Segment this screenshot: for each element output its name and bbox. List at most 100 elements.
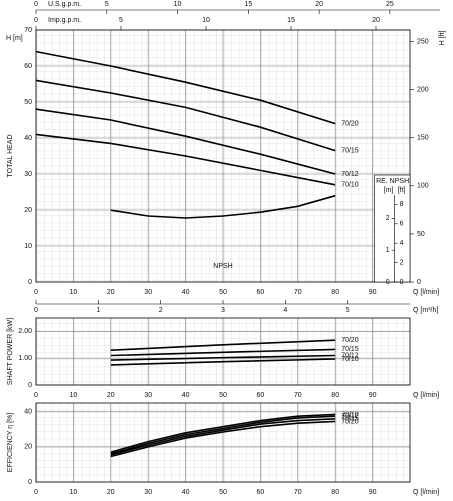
curve	[35, 79, 336, 152]
top-tick-label: 20	[315, 1, 323, 8]
m3h-tick-label: 4	[283, 307, 287, 314]
x-tick-label: 30	[144, 392, 152, 399]
plot-frame	[35, 317, 411, 386]
npsh-box	[374, 174, 411, 283]
npsh-ft-label: 6	[400, 221, 404, 228]
x-tick-label: 30	[144, 289, 152, 296]
x-tick-label: 0	[34, 289, 38, 296]
y2-tick-label: 150	[417, 135, 429, 142]
curve-label: 70/15	[341, 416, 359, 423]
y-axis-label: TOTAL HEAD	[7, 134, 14, 177]
curve-label: 70/15	[341, 346, 359, 353]
x-tick-label: 70	[294, 392, 302, 399]
curve-label: 70/12	[341, 352, 359, 359]
npsh-unit-m: [m]	[384, 187, 394, 194]
top-tick-label: 10	[202, 17, 210, 24]
x-axis-label: Q [l/min]	[413, 392, 439, 399]
y2-tick-label: 250	[417, 38, 429, 45]
curve-label: 70/10	[341, 356, 359, 363]
x-tick-label: 60	[257, 392, 265, 399]
npsh-m-label: 1	[386, 247, 390, 254]
curve-label: 70/20	[341, 337, 359, 344]
x-tick-label: 50	[219, 392, 227, 399]
y-axis-label: SHAFT POWER [kW]	[7, 318, 14, 385]
curve-label: 70/15	[341, 147, 359, 154]
x-tick-label: 60	[257, 489, 265, 496]
x-tick-label: 30	[144, 489, 152, 496]
y2-tick-label: 50	[417, 231, 425, 238]
x-tick-label: 40	[182, 392, 190, 399]
x-tick-label: 90	[369, 489, 377, 496]
y-unit: H [m]	[6, 35, 23, 42]
y-tick-label: 20	[24, 207, 32, 214]
x-tick-label: 20	[107, 392, 115, 399]
top-tick-label: 10	[174, 1, 182, 8]
y-tick-label: 50	[24, 99, 32, 106]
x-tick-label: 80	[331, 289, 339, 296]
curve-label: 70/20	[341, 120, 359, 127]
x-tick-label: 90	[369, 289, 377, 296]
m3h-tick-label: 1	[96, 307, 100, 314]
curve	[110, 354, 336, 361]
npsh-unit-ft: [ft]	[398, 187, 406, 194]
y2-tick-label: 100	[417, 183, 429, 190]
m3h-tick-label: 5	[346, 307, 350, 314]
y-tick-label: 20	[24, 444, 32, 451]
top-tick-label: 20	[372, 17, 380, 24]
y2-tick-label: 200	[417, 86, 429, 93]
x-tick-label: 70	[294, 489, 302, 496]
plot-frame	[35, 29, 411, 283]
y-tick-label: 0	[28, 382, 32, 389]
npsh-curve	[110, 194, 336, 219]
curve	[110, 418, 336, 456]
x-tick-label: 40	[182, 289, 190, 296]
top-axis-label: Imp.g.p.m.	[48, 17, 81, 24]
curve-label: 70/20	[341, 418, 359, 425]
x-tick-label: 0	[34, 392, 38, 399]
npsh-m-label: 2	[386, 215, 390, 222]
m3h-tick-label: 2	[159, 307, 163, 314]
x-tick-label: 60	[257, 289, 265, 296]
x-tick-label: 0	[34, 489, 38, 496]
y-tick-label: 40	[24, 409, 32, 416]
plot-frame	[35, 402, 411, 483]
curve	[110, 413, 336, 453]
npsh-label: NPSH	[213, 263, 232, 270]
y-tick-label: 30	[24, 171, 32, 178]
npsh-ft-label: 2	[400, 259, 404, 266]
top-tick-label: 25	[386, 1, 394, 8]
x-tick-label: 70	[294, 289, 302, 296]
top-tick-label: 15	[287, 17, 295, 24]
curve	[110, 339, 336, 351]
npsh-ft-label: 4	[400, 240, 404, 247]
top-tick-label: 0	[34, 1, 38, 8]
curve-label: 70/10	[341, 182, 359, 189]
top-tick-label: 0	[34, 17, 38, 24]
curve	[35, 133, 336, 186]
npsh-title: RE. NPSH	[376, 178, 409, 185]
m3h-label: Q [m³/h]	[413, 307, 438, 314]
x-axis-label: Q [l/min]	[413, 289, 439, 296]
curve	[110, 420, 336, 458]
x-tick-label: 80	[331, 489, 339, 496]
top-tick-label: 5	[119, 17, 123, 24]
x-tick-label: 10	[70, 489, 78, 496]
top-tick-label: 15	[244, 1, 252, 8]
x-tick-label: 20	[107, 489, 115, 496]
curve-label: 70/10	[341, 411, 359, 418]
npsh-ft-label: 8	[400, 201, 404, 208]
x-tick-label: 90	[369, 392, 377, 399]
x-tick-label: 50	[219, 289, 227, 296]
x-tick-label: 20	[107, 289, 115, 296]
x-tick-label: 10	[70, 289, 78, 296]
curve	[110, 348, 336, 357]
x-tick-label: 50	[219, 489, 227, 496]
y-tick-label: 0	[28, 279, 32, 286]
y-tick-label: 0	[28, 479, 32, 486]
y-tick-label: 40	[24, 135, 32, 142]
x-axis-label: Q [l/min]	[413, 489, 439, 496]
curve-label: 70/12	[341, 413, 359, 420]
y-tick-label: 60	[24, 63, 32, 70]
npsh-ft-label: 0	[400, 279, 404, 286]
